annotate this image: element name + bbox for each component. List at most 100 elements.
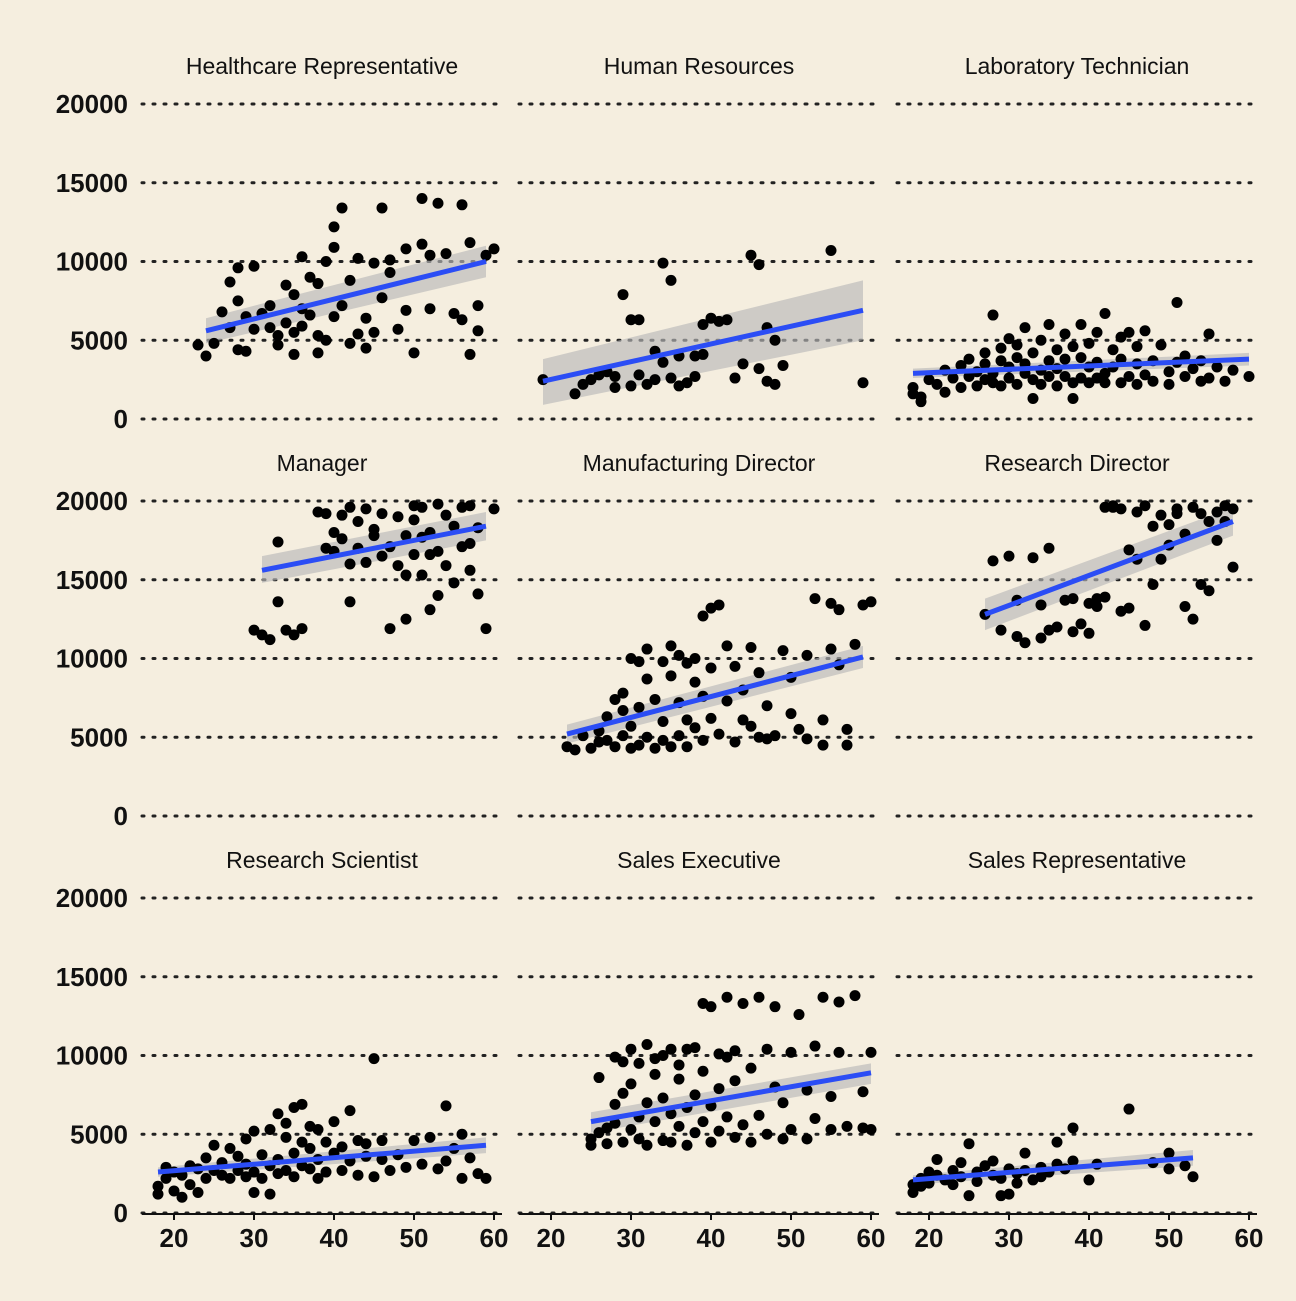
data-point [440, 509, 452, 521]
x-tick-label: 20 [537, 1223, 566, 1253]
data-point [416, 569, 428, 581]
data-point [721, 314, 733, 326]
data-point [617, 1136, 629, 1148]
data-point [456, 1172, 468, 1184]
data-point [939, 386, 951, 398]
data-point [825, 1090, 837, 1102]
data-point [585, 1139, 597, 1151]
data-point [1035, 378, 1047, 390]
data-point [224, 1142, 236, 1154]
data-point [1203, 372, 1215, 384]
data-point [681, 377, 693, 389]
data-point [248, 624, 260, 636]
data-point [593, 1127, 605, 1139]
panel-title: Human Resources [604, 53, 794, 79]
data-point [272, 330, 284, 342]
panel-title: Research Scientist [226, 847, 418, 873]
data-point [248, 260, 260, 272]
panel-title: Laboratory Technician [965, 53, 1190, 79]
data-point [320, 508, 332, 520]
data-point [1099, 307, 1111, 319]
data-point [1203, 515, 1215, 527]
data-point [721, 695, 733, 707]
data-point [248, 1166, 260, 1178]
data-point [1195, 578, 1207, 590]
data-point [184, 1179, 196, 1191]
data-point [1099, 591, 1111, 603]
data-point [1019, 1147, 1031, 1159]
y-tick-label: 10000 [56, 644, 128, 674]
data-point [1163, 378, 1175, 390]
data-point [817, 714, 829, 726]
data-point [785, 1046, 797, 1058]
data-point [753, 1109, 765, 1121]
data-point [400, 1161, 412, 1173]
data-point [857, 1086, 869, 1098]
data-point [705, 1001, 717, 1013]
data-point [272, 596, 284, 608]
data-point [769, 334, 781, 346]
data-point [416, 193, 428, 204]
data-point [208, 1139, 220, 1151]
data-point [1091, 372, 1103, 384]
data-point [753, 363, 765, 375]
data-point [609, 370, 621, 382]
panel-research-director: Research Director [895, 450, 1259, 818]
data-point [1123, 544, 1135, 556]
panel-title: Research Director [984, 450, 1170, 476]
data-point [1067, 377, 1079, 389]
data-point [609, 1098, 621, 1110]
data-point [777, 645, 789, 657]
data-point [1139, 500, 1151, 512]
data-point [689, 1042, 701, 1054]
data-point [376, 508, 388, 520]
data-point [1027, 347, 1039, 359]
data-point [1067, 341, 1079, 353]
data-point [761, 1128, 773, 1140]
data-point [432, 197, 444, 209]
data-point [633, 1057, 645, 1069]
data-point [368, 326, 380, 338]
data-point [1147, 375, 1159, 387]
data-point [1163, 366, 1175, 378]
data-point [1075, 319, 1087, 330]
data-point [801, 649, 813, 661]
data-point [1051, 621, 1063, 633]
data-point [713, 1125, 725, 1137]
data-point [288, 1147, 300, 1159]
data-point [785, 1124, 797, 1136]
data-point [320, 334, 332, 346]
data-point [1067, 1122, 1079, 1134]
data-point [665, 640, 677, 652]
data-point [777, 359, 789, 371]
data-point [360, 342, 372, 354]
data-point [280, 317, 292, 329]
data-point [224, 1172, 236, 1184]
data-point [416, 1158, 428, 1170]
data-point [955, 359, 967, 371]
data-point [440, 248, 452, 260]
data-point [1211, 361, 1223, 373]
data-point [625, 314, 637, 326]
x-tick-label: 40 [697, 1223, 726, 1253]
data-point [360, 1138, 372, 1150]
data-point [272, 536, 284, 548]
data-point [849, 990, 861, 1002]
data-point [1035, 334, 1047, 346]
data-point [392, 511, 404, 523]
data-point [825, 244, 837, 256]
data-point [931, 1153, 943, 1165]
data-point [336, 533, 348, 545]
data-point [665, 1136, 677, 1148]
data-point [1091, 601, 1103, 613]
data-point [633, 314, 645, 326]
data-point [384, 1164, 396, 1176]
data-point [625, 720, 637, 732]
data-point [617, 289, 629, 301]
trend-line [984, 519, 1234, 617]
data-point [336, 509, 348, 521]
data-point [1179, 350, 1191, 362]
data-point [697, 1116, 709, 1128]
data-point [264, 634, 276, 646]
